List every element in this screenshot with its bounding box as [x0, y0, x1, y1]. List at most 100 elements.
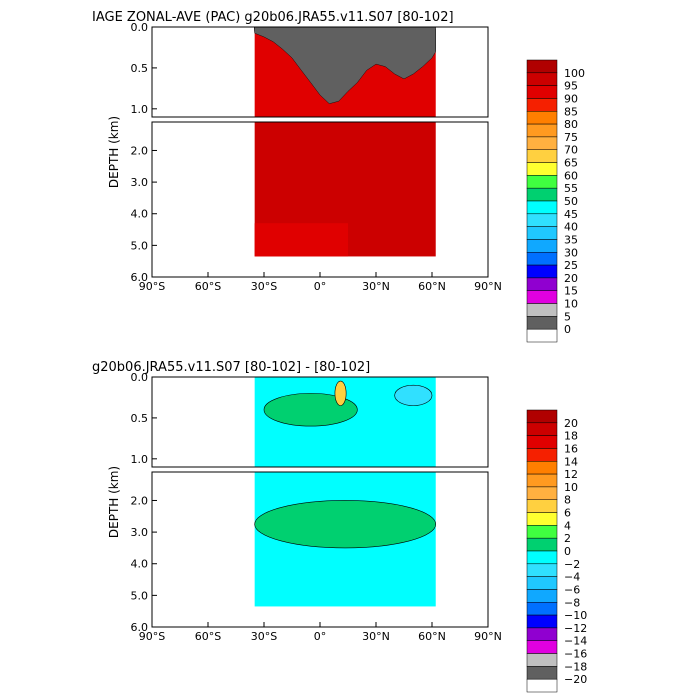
- colorbar-swatch: [526, 136, 558, 150]
- colorbar-label: 20: [564, 417, 578, 430]
- colorbar-label: 95: [564, 80, 578, 93]
- colorbar-label: 10: [564, 481, 578, 494]
- colorbar-label: 2: [564, 532, 571, 545]
- x-tick-label: 90°N: [474, 630, 502, 643]
- x-tick-label: 90°S: [139, 630, 165, 643]
- colorbar-swatch: [526, 537, 558, 552]
- colorbar-label: 60: [564, 169, 578, 182]
- colorbar-swatch: [526, 277, 558, 291]
- chart-panel-1: IAGE ZONAL-AVE (PAC) g20b06.JRA55.v11.S0…: [92, 10, 585, 343]
- abyssal-region: [254, 223, 348, 257]
- y-tick-label: 0.5: [131, 62, 149, 75]
- x-tick-label: 60°N: [418, 280, 446, 293]
- colorbar-swatch: [526, 550, 558, 565]
- colorbar-label: −8: [564, 596, 580, 609]
- colorbar-label: 8: [564, 494, 571, 507]
- colorbar-label: −4: [564, 571, 580, 584]
- colorbar-swatch: [526, 602, 558, 616]
- colorbar-label: 80: [564, 118, 578, 131]
- colorbar-label: 18: [564, 430, 578, 443]
- colorbar-swatch: [526, 290, 558, 304]
- colorbar-swatch: [526, 614, 558, 629]
- colorbar-swatch: [526, 111, 558, 125]
- colorbar-swatch: [526, 123, 558, 138]
- x-tick-label: 60°N: [418, 630, 446, 643]
- x-tick-label: 90°S: [139, 280, 165, 293]
- y-tick-label: 3.0: [131, 176, 149, 189]
- colorbar-swatch: [526, 525, 558, 539]
- colorbar-label: −2: [564, 558, 580, 571]
- y-tick-label: 5.0: [131, 589, 149, 602]
- colorbar-label: 35: [564, 233, 578, 246]
- colorbar-label: 85: [564, 105, 578, 118]
- x-tick-label: 30°S: [251, 280, 277, 293]
- colorbar-label: 15: [564, 285, 578, 298]
- colorbar-swatch: [526, 252, 558, 266]
- colorbar-label: 12: [564, 468, 578, 481]
- colorbar-swatch: [526, 666, 558, 680]
- y-tick-label: 6.0: [131, 621, 149, 634]
- colorbar-label: 20: [564, 272, 578, 285]
- colorbar-swatch: [526, 162, 558, 176]
- colorbar-swatch: [526, 226, 558, 240]
- colorbar-label: 4: [564, 519, 571, 532]
- chart-panel-2: g20b06.JRA55.v11.S07 [80-102] - [80-102]…: [92, 360, 587, 693]
- y-tick-label: 3.0: [131, 526, 149, 539]
- colorbar-label: −16: [564, 648, 587, 661]
- x-tick-label: 30°S: [251, 630, 277, 643]
- colorbar-swatch: [526, 149, 558, 163]
- y-tick-label: 1.0: [131, 103, 149, 116]
- age-band-5: [254, 26, 436, 104]
- colorbar-label: 90: [564, 92, 578, 105]
- colorbar-label: 0: [564, 545, 571, 558]
- y-tick-label: 0.0: [131, 371, 149, 384]
- colorbar-swatch: [526, 316, 558, 330]
- x-tick-label: 30°N: [362, 280, 390, 293]
- colorbar-label: 70: [564, 144, 578, 157]
- colorbar-swatch: [526, 563, 558, 577]
- colorbar-swatch: [526, 213, 558, 227]
- surface-cap: [254, 27, 436, 34]
- colorbar-swatch: [526, 678, 558, 693]
- colorbar-label: 0: [564, 323, 571, 336]
- y-tick-label: 2.0: [131, 144, 149, 157]
- x-tick-label: 30°N: [362, 630, 390, 643]
- y-axis-label: DEPTH (km): [107, 466, 121, 538]
- anomaly-region-2: [254, 500, 437, 549]
- colorbar-swatch: [526, 473, 558, 488]
- x-tick-label: 0°: [314, 280, 327, 293]
- colorbar-label: 25: [564, 259, 578, 272]
- colorbar-swatch: [526, 175, 558, 189]
- anomaly-region-4: [394, 384, 433, 406]
- colorbar-swatch: [526, 422, 558, 436]
- x-tick-label: 60°S: [195, 630, 221, 643]
- anomaly-region-3: [334, 380, 347, 406]
- chart-title: g20b06.JRA55.v11.S07 [80-102] - [80-102]: [92, 360, 370, 375]
- anomaly-region-1: [263, 393, 358, 427]
- upper-frame: [151, 376, 489, 468]
- colorbar-swatch: [526, 59, 558, 74]
- y-axis-label: DEPTH (km): [107, 116, 121, 188]
- colorbar-swatch: [526, 187, 558, 202]
- chart-title: IAGE ZONAL-AVE (PAC) g20b06.JRA55.v11.S0…: [92, 10, 454, 25]
- y-tick-label: 4.0: [131, 208, 149, 221]
- colorbar-swatch: [526, 328, 558, 343]
- colorbar-label: −10: [564, 609, 587, 622]
- y-tick-label: 4.0: [131, 558, 149, 571]
- colorbar-label: −18: [564, 660, 587, 673]
- colorbar-swatch: [526, 461, 558, 475]
- colorbar-swatch: [526, 499, 558, 513]
- colorbar-swatch: [526, 653, 558, 667]
- colorbar-label: 6: [564, 507, 571, 520]
- x-tick-label: 90°N: [474, 280, 502, 293]
- x-tick-label: 60°S: [195, 280, 221, 293]
- colorbar-label: 16: [564, 442, 578, 455]
- colorbar-label: −14: [564, 635, 587, 648]
- colorbar-label: 40: [564, 221, 578, 234]
- colorbar-swatch: [526, 85, 558, 99]
- colorbar-label: 55: [564, 182, 578, 195]
- y-tick-label: 1.0: [131, 453, 149, 466]
- colorbar-swatch: [526, 448, 558, 462]
- colorbar-swatch: [526, 435, 558, 449]
